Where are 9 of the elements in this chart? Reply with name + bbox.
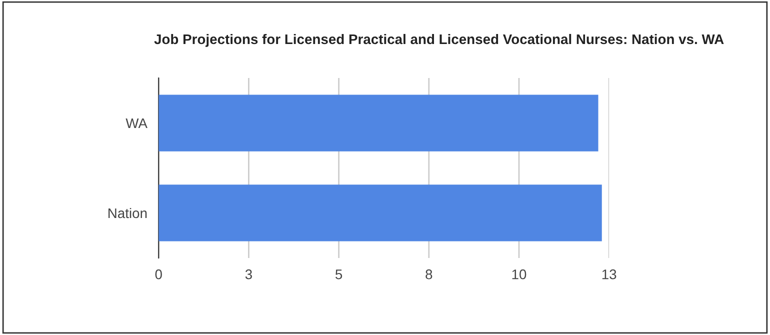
x-tick-label: 8 xyxy=(426,269,432,280)
x-tick-label: 5 xyxy=(335,270,342,280)
x-tick-label: 0 xyxy=(155,269,162,280)
y-tick-label: Nation xyxy=(108,208,147,218)
y-tick-label: WA xyxy=(126,118,148,128)
x-tick-label: 13 xyxy=(602,269,616,280)
x-tick-label: 3 xyxy=(245,269,252,280)
x-tick-label: 10 xyxy=(512,269,526,280)
chart-title: Job Projections for Licensed Practical and Licensed Vocational Nurses: Nation vs. WA xyxy=(154,34,724,47)
